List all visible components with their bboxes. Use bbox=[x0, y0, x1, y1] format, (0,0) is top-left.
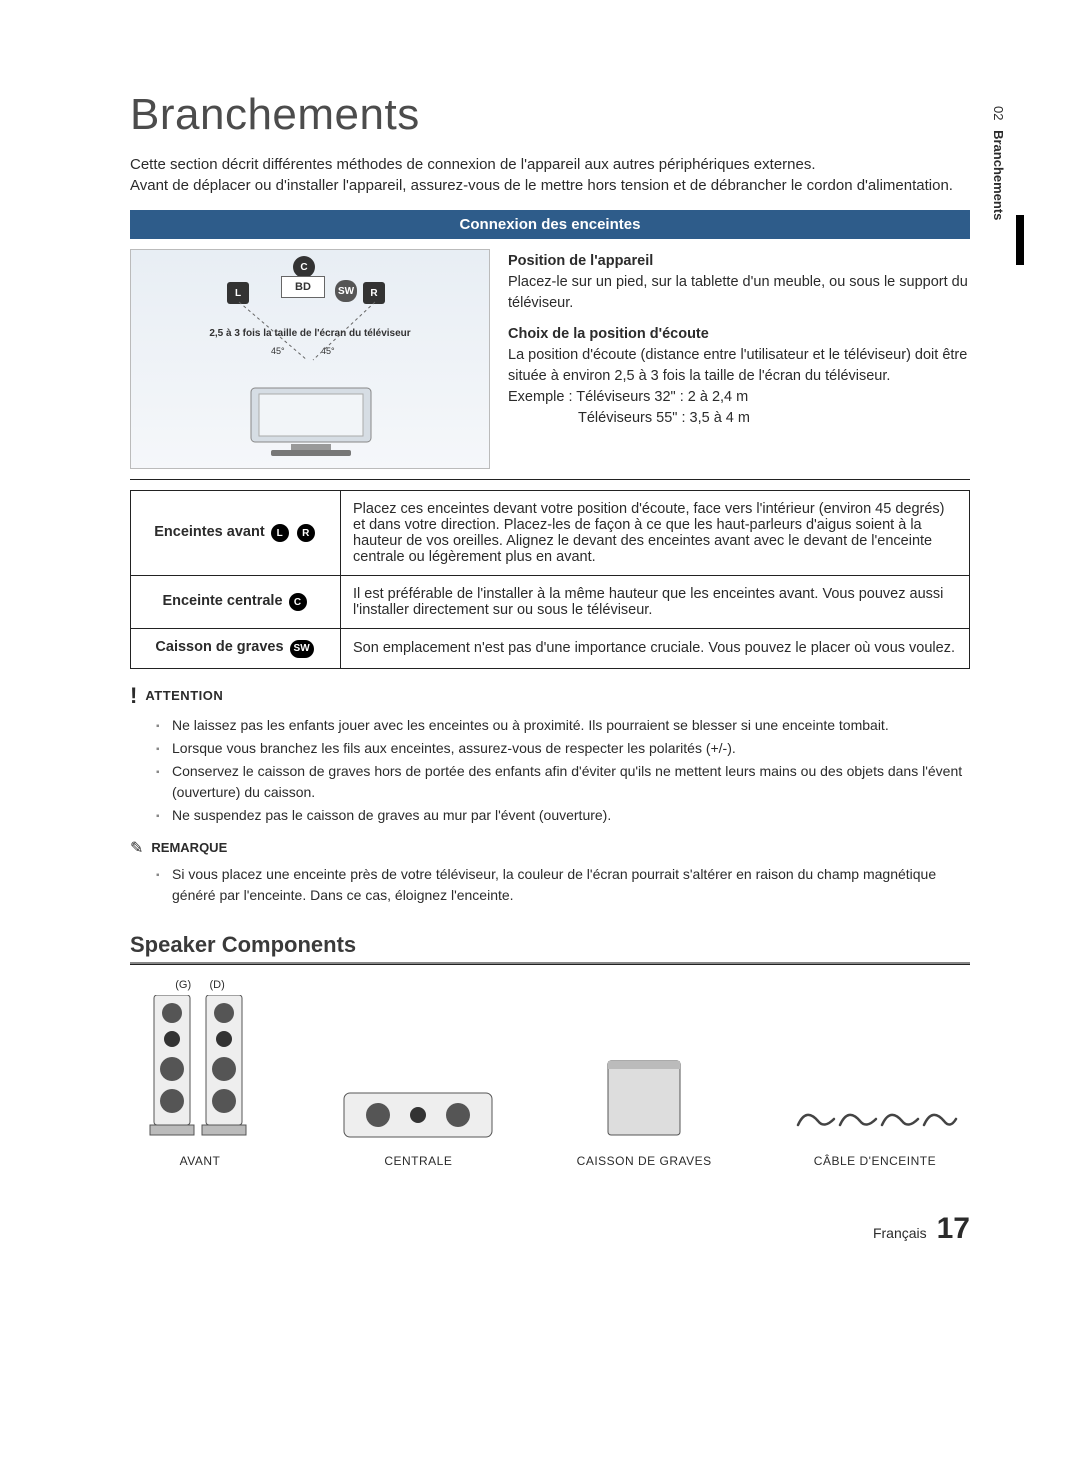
angle-lines-icon bbox=[131, 300, 491, 390]
comp-sub: CAISSON DE GRAVES bbox=[577, 1055, 712, 1168]
speaker-c-icon: C bbox=[293, 256, 315, 278]
list-item: Ne laissez pas les enfants jouer avec le… bbox=[156, 715, 970, 736]
footer-page: 17 bbox=[937, 1212, 970, 1246]
row-label-center: Enceinte centrale C bbox=[131, 576, 341, 629]
note-icon: ✎ bbox=[130, 838, 143, 858]
r-icon: R bbox=[297, 524, 315, 542]
row-label-sub: Caisson de graves SW bbox=[131, 629, 341, 669]
row-label-front: Enceintes avant L R bbox=[131, 491, 341, 576]
example-1: Exemple : Téléviseurs 32" : 2 à 2,4 m bbox=[508, 387, 970, 408]
row-text-sub: Son emplacement n'est pas d'une importan… bbox=[341, 629, 970, 669]
remarque-label: REMARQUE bbox=[151, 840, 227, 855]
intro-text: Cette section décrit différentes méthode… bbox=[130, 154, 970, 196]
center-speaker-icon bbox=[338, 1085, 498, 1145]
components-row: (G) (D) bbox=[130, 979, 970, 1172]
placement-row: C BD L SW R 2,5 à 3 fois la taille de l'… bbox=[130, 249, 970, 469]
list-item: Lorsque vous branchez les fils aux encei… bbox=[156, 738, 970, 759]
remarque-heading: ✎ REMARQUE bbox=[130, 838, 970, 858]
tv-icon bbox=[241, 382, 381, 462]
attention-list: Ne laissez pas les enfants jouer avec le… bbox=[156, 715, 970, 826]
list-item: Si vous placez une enceinte près de votr… bbox=[156, 864, 970, 906]
list-item: Conservez le caisson de graves hors de p… bbox=[156, 761, 970, 803]
side-tab: 02 Branchements bbox=[987, 100, 1010, 226]
speaker-table: Enceintes avant L R Placez ces enceintes… bbox=[130, 490, 970, 669]
placement-text: Position de l'appareil Placez-le sur un … bbox=[508, 249, 970, 469]
divider bbox=[130, 479, 970, 480]
table-row: Enceintes avant L R Placez ces enceintes… bbox=[131, 491, 970, 576]
attention-label: ATTENTION bbox=[145, 688, 223, 703]
d-label: (D) bbox=[209, 979, 224, 991]
side-bar-marker bbox=[1016, 215, 1024, 265]
listen-heading: Choix de la position d'écoute bbox=[508, 324, 970, 345]
front-speakers-icon bbox=[140, 995, 260, 1145]
table-row: Caisson de graves SW Son emplacement n'e… bbox=[131, 629, 970, 669]
center-caption: CENTRALE bbox=[338, 1154, 498, 1168]
sw-icon: SW bbox=[290, 640, 314, 658]
listen-text: La position d'écoute (distance entre l'u… bbox=[508, 345, 970, 387]
table-row: Enceinte centrale C Il est préférable de… bbox=[131, 576, 970, 629]
footer: Français 17 bbox=[130, 1212, 970, 1246]
front-caption: AVANT bbox=[140, 1154, 260, 1168]
side-tab-num: 02 bbox=[991, 106, 1006, 120]
warning-icon: ! bbox=[130, 683, 137, 709]
speaker-sw-icon: SW bbox=[335, 280, 357, 302]
g-label: (G) bbox=[175, 979, 191, 991]
pos-text: Placez-le sur un pied, sur la tablette d… bbox=[508, 272, 970, 314]
c-icon: C bbox=[289, 593, 307, 611]
row-text-front: Placez ces enceintes devant votre positi… bbox=[341, 491, 970, 576]
components-heading: Speaker Components bbox=[130, 932, 970, 958]
comp-cable: CÂBLE D'ENCEINTE bbox=[790, 1095, 960, 1168]
placement-diagram: C BD L SW R 2,5 à 3 fois la taille de l'… bbox=[130, 249, 490, 469]
section-bar: Connexion des enceintes bbox=[130, 210, 970, 239]
remarque-list: Si vous placez une enceinte près de votr… bbox=[156, 864, 970, 906]
row-text-center: Il est préférable de l'installer à la mê… bbox=[341, 576, 970, 629]
comp-center: CENTRALE bbox=[338, 1085, 498, 1168]
bd-box: BD bbox=[281, 276, 325, 298]
cable-caption: CÂBLE D'ENCEINTE bbox=[790, 1154, 960, 1168]
page-title: Branchements bbox=[130, 90, 970, 140]
sub-caption: CAISSON DE GRAVES bbox=[577, 1154, 712, 1168]
pos-heading: Position de l'appareil bbox=[508, 251, 970, 272]
side-tab-label: Branchements bbox=[991, 130, 1006, 220]
section-underline bbox=[130, 962, 970, 965]
list-item: Ne suspendez pas le caisson de graves au… bbox=[156, 805, 970, 826]
attention-heading: ! ATTENTION bbox=[130, 683, 970, 709]
l-icon: L bbox=[271, 524, 289, 542]
cable-icon bbox=[790, 1095, 960, 1145]
footer-lang: Français bbox=[873, 1225, 927, 1241]
example-2: Téléviseurs 55" : 3,5 à 4 m bbox=[508, 408, 970, 429]
comp-front: (G) (D) bbox=[140, 979, 260, 1168]
subwoofer-icon bbox=[594, 1055, 694, 1145]
